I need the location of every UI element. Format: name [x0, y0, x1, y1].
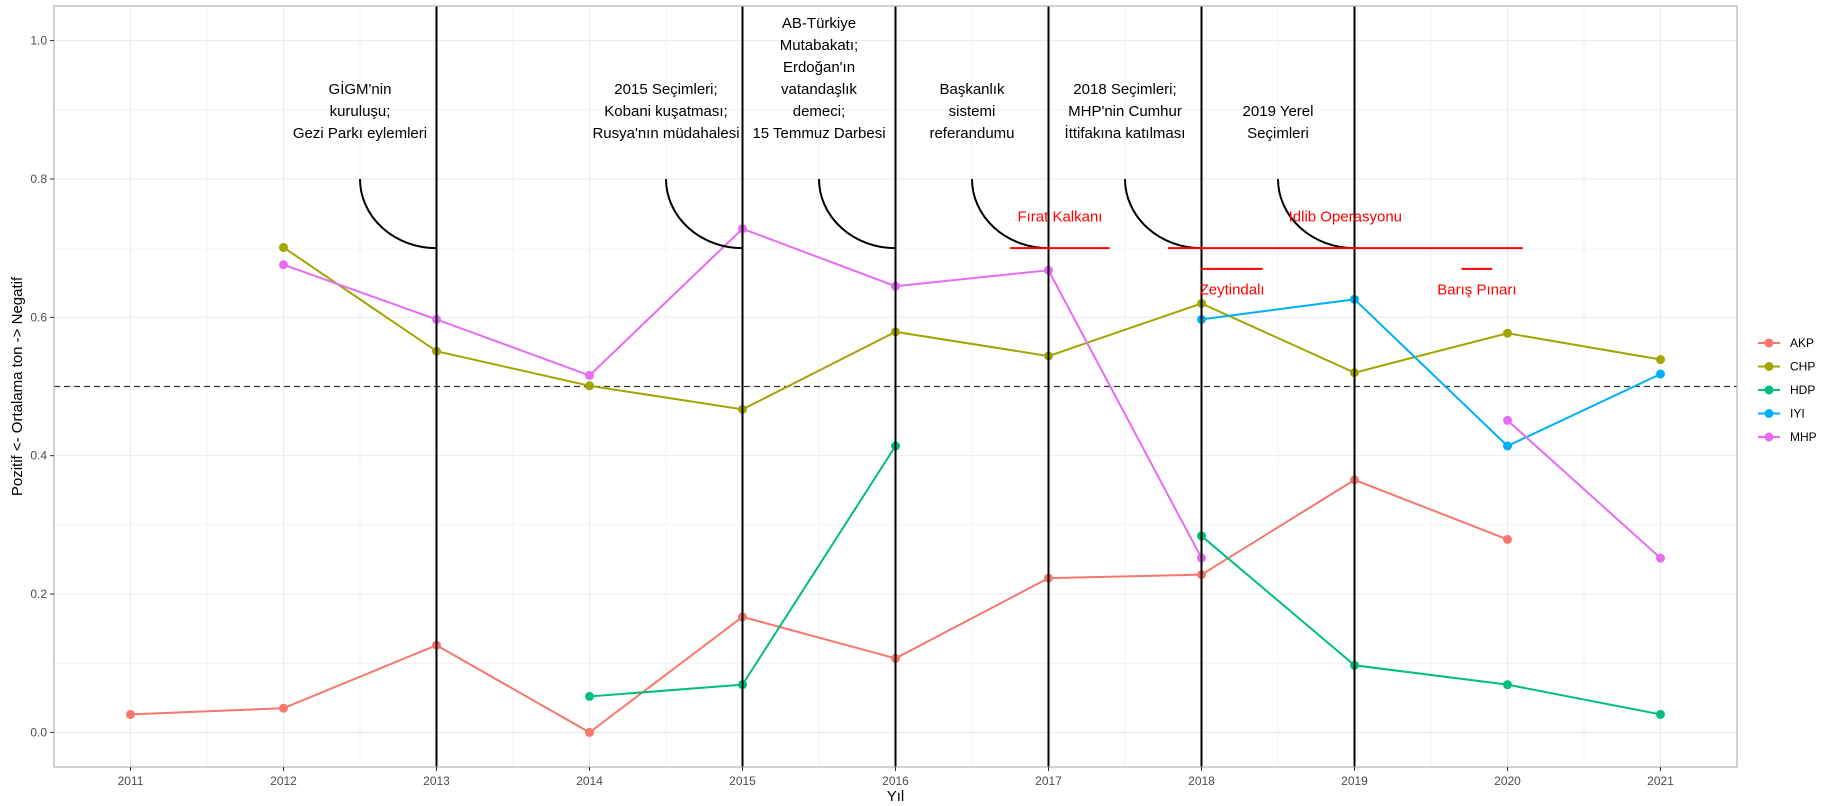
data-point-chp: [279, 242, 288, 252]
event-arc: [971, 178, 1049, 250]
series-line-akp: [130, 478, 1508, 734]
legend-item-hdp: HDP: [1758, 383, 1815, 397]
event-arc: [359, 178, 437, 250]
event-label-line: 2015 Seçimleri;: [614, 81, 717, 98]
y-tick-label: 0.6: [30, 310, 47, 324]
x-tick-label: 2017: [1035, 774, 1062, 788]
data-point-hdp: [1656, 709, 1665, 719]
data-point-mhp: [585, 370, 594, 380]
series-line-hdp: [1200, 535, 1661, 716]
event-label-line: Başkanlık: [939, 81, 1005, 98]
operation-label: Idlib Operasyonu: [1289, 208, 1402, 225]
event-label-line: vatandaşlık: [781, 81, 857, 98]
data-point-akp: [126, 709, 135, 719]
x-axis-title: Yıl: [887, 788, 905, 805]
x-tick-label: 2016: [882, 774, 909, 788]
legend-item-chp: CHP: [1758, 360, 1815, 374]
x-tick-label: 2012: [270, 774, 297, 788]
event-label-line: sistemi: [949, 103, 996, 120]
data-point-akp: [279, 703, 288, 713]
event-label-line: Erdoğan'ın: [783, 59, 855, 76]
data-point-hdp: [585, 691, 594, 701]
data-point-chp: [1656, 355, 1665, 365]
data-point-iyi: [1503, 441, 1512, 451]
data-point-hdp: [1503, 680, 1512, 690]
operation-annotations: Fırat Kalkanı Idlib Operasyonu Zeytindalı B…: [1010, 208, 1523, 299]
y-tick-label: 1.0: [30, 34, 47, 48]
legend-key-point: [1764, 385, 1774, 395]
data-point-akp: [1503, 534, 1512, 544]
data-point-akp: [585, 727, 594, 737]
legend-label: MHP: [1790, 430, 1817, 444]
x-tick-label: 2018: [1188, 774, 1215, 788]
legend-key-point: [1764, 362, 1774, 371]
event-arc: [818, 178, 896, 250]
event-label-line: Rusya'nın müdahalesi: [592, 125, 739, 142]
x-tick-label: 2021: [1647, 774, 1674, 788]
y-tick-label: 0.2: [30, 587, 47, 601]
legend-key-point: [1764, 338, 1774, 348]
event-arc: [1277, 178, 1355, 250]
event-arc: [1124, 178, 1202, 250]
operation-label: Fırat Kalkanı: [1017, 208, 1102, 225]
event-label-line: Mutabakatı;: [780, 37, 858, 54]
legend: AKP CHP HDP IYI MHP: [1758, 336, 1817, 444]
data-point-iyi: [1656, 369, 1665, 379]
x-tick-label: 2020: [1494, 774, 1521, 788]
legend-item-iyi: IYI: [1758, 407, 1805, 421]
event-label-line: 15 Temmuz Darbesi: [752, 125, 885, 142]
operation-label: Barış Pınarı: [1437, 282, 1516, 299]
event-arc: [665, 178, 743, 250]
series-line-iyi: [1201, 298, 1661, 448]
event-label-line: İttifakına katılması: [1065, 124, 1186, 142]
series-line-chp: [282, 246, 1661, 411]
legend-label: HDP: [1790, 383, 1815, 397]
legend-label: CHP: [1790, 360, 1815, 374]
event-annotations: GİGM'nin kuruluşu; Gezi Parkı eylemleri 201…: [293, 6, 1356, 767]
event-label-line: Kobani kuşatması;: [604, 103, 727, 120]
data-point-chp: [1503, 328, 1512, 338]
event-label-line: referandumu: [929, 125, 1014, 142]
y-tick-label: 0.4: [30, 449, 47, 463]
data-point-chp: [585, 381, 594, 391]
event-label-line: 2018 Seçimleri;: [1073, 81, 1176, 98]
data-point-mhp: [279, 260, 288, 270]
series-line-mhp: [1506, 419, 1662, 559]
legend-label: AKP: [1790, 336, 1814, 350]
event-label-line: Gezi Parkı eylemleri: [293, 125, 427, 142]
x-tick-label: 2019: [1341, 774, 1368, 788]
y-tick-label: 0.8: [30, 172, 47, 186]
event-label-line: 2019 Yerel: [1243, 103, 1314, 120]
operation-label: Zeytindalı: [1200, 282, 1265, 299]
event-label-line: MHP'nin Cumhur: [1068, 103, 1182, 120]
y-axis-title: Pozitif <- Ortalama ton -> Negatif: [9, 276, 26, 496]
legend-label: IYI: [1790, 407, 1805, 421]
x-tick-label: 2015: [729, 774, 756, 788]
legend-key-point: [1764, 409, 1774, 418]
data-point-mhp: [1503, 415, 1512, 425]
x-tick-label: 2011: [118, 774, 144, 788]
x-tick-label: 2014: [576, 774, 603, 788]
event-label-line: AB-Türkiye: [782, 15, 856, 32]
x-tick-label: 2013: [423, 774, 450, 788]
y-tick-label: 0.0: [30, 725, 47, 739]
event-label-line: demeci;: [793, 103, 846, 120]
axis-ticks: 2011 2012 2013 2014 2015 2016 2017 2018 2019 2020…: [30, 34, 1674, 788]
legend-item-akp: AKP: [1758, 336, 1814, 350]
event-label-line: GİGM'nin: [329, 80, 392, 98]
legend-key-point: [1764, 432, 1774, 442]
event-label-line: kuruluşu;: [330, 103, 391, 120]
event-label-line: Seçimleri: [1247, 125, 1309, 142]
legend-item-mhp: MHP: [1758, 430, 1817, 444]
series-iyi: [1197, 294, 1665, 451]
data-point-mhp: [1656, 553, 1665, 563]
